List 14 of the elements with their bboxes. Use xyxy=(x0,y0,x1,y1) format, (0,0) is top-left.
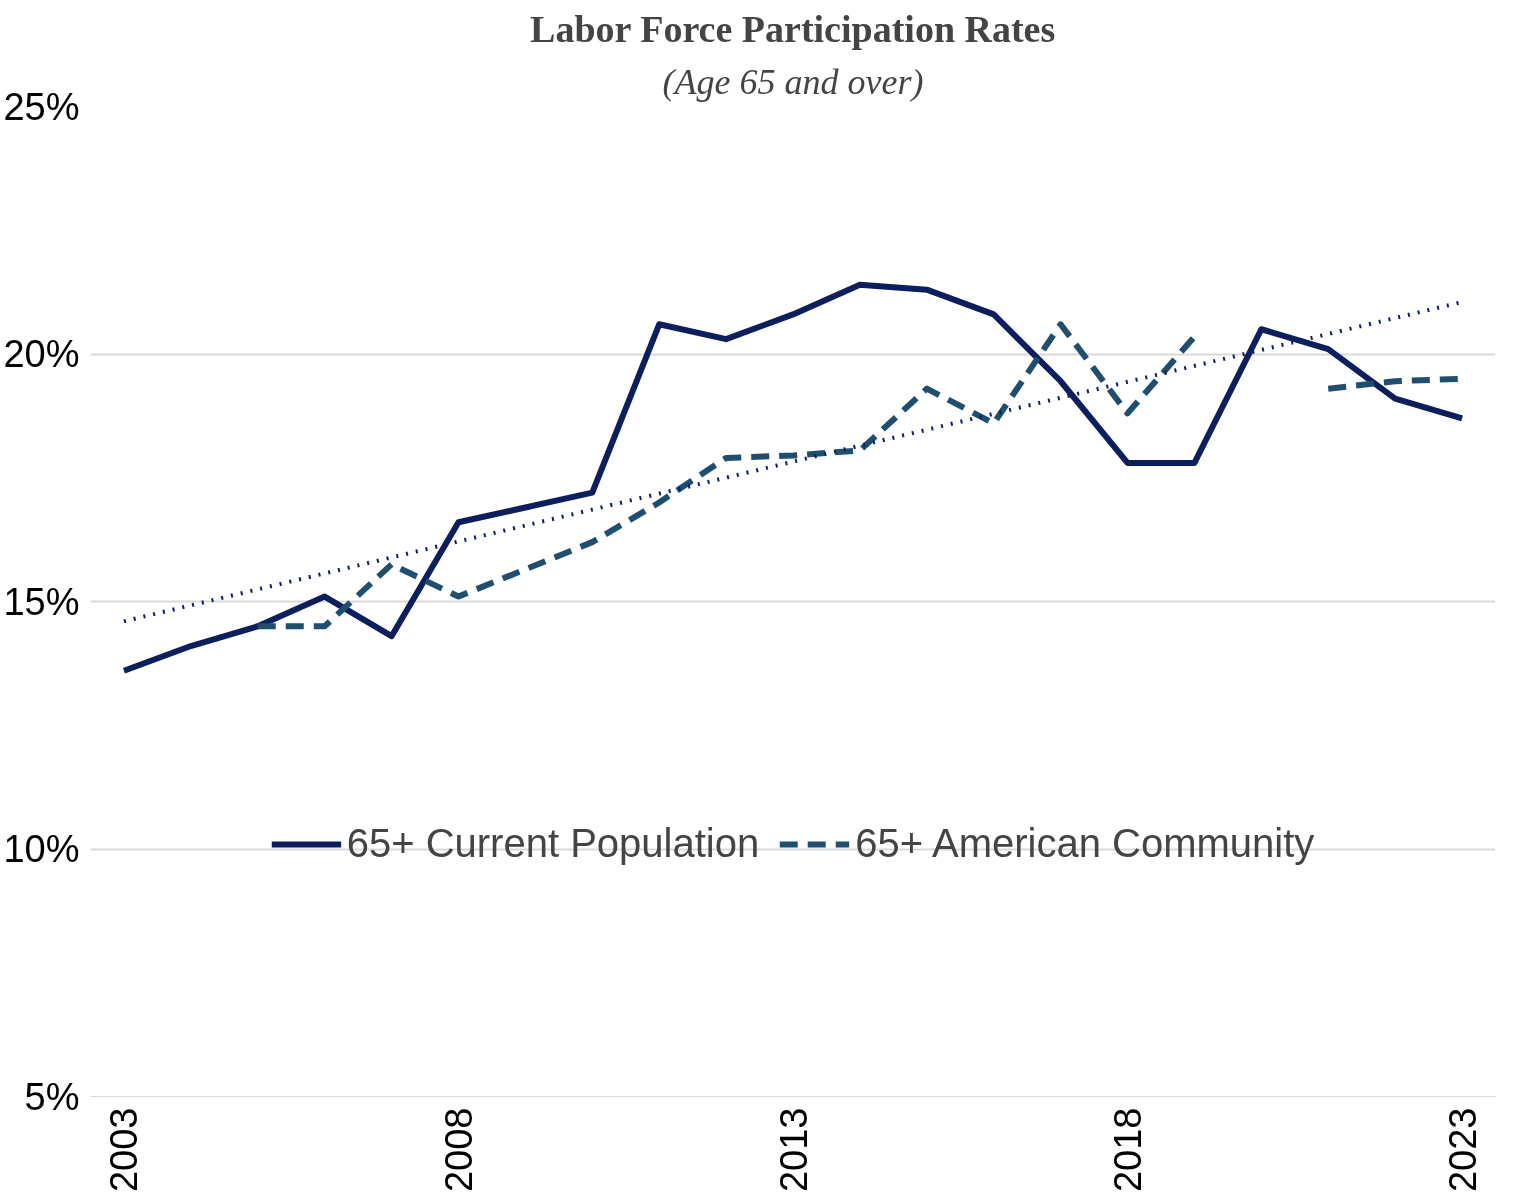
y-tick-label: 10% xyxy=(3,828,80,870)
chart-title: Labor Force Participation Rates xyxy=(530,7,1056,50)
y-tick-label: 5% xyxy=(24,1075,80,1118)
x-tick-label: 2003 xyxy=(103,1107,146,1193)
y-tick-label: 25% xyxy=(3,85,80,128)
y-tick-label: 15% xyxy=(3,580,80,623)
x-tick-label: 2013 xyxy=(772,1107,815,1193)
x-tick-label: 2018 xyxy=(1107,1107,1150,1193)
legend-label: 65+ Current Population xyxy=(346,821,760,866)
chart-subtitle: (Age 65 and over) xyxy=(662,61,924,102)
x-tick-label: 2008 xyxy=(437,1107,480,1193)
y-tick-label: 20% xyxy=(3,333,80,375)
x-tick-label: 2023 xyxy=(1441,1107,1484,1193)
legend-label: 65+ American Community xyxy=(855,821,1315,866)
